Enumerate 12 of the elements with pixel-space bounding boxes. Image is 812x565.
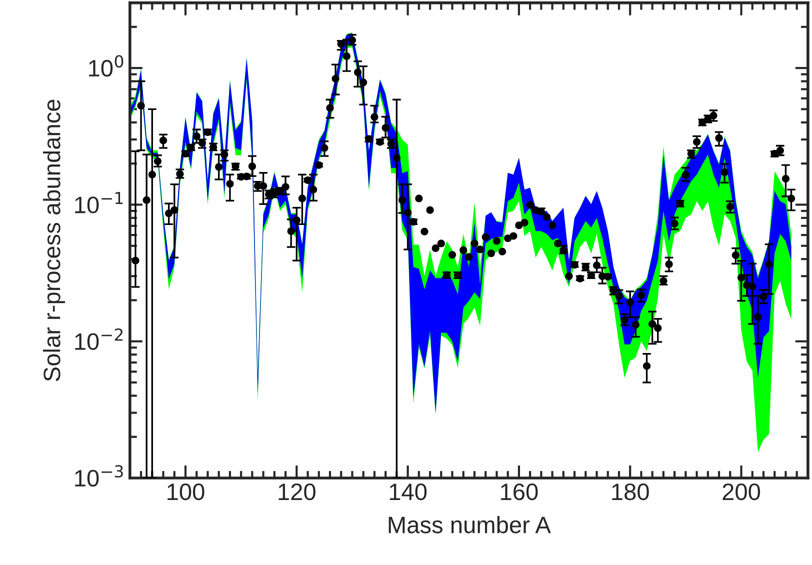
x-tick-label: 140 — [390, 483, 427, 500]
y-tick-label: 10$^{−2}$ — [75, 328, 123, 350]
x-axis-title: Mass number A — [388, 516, 551, 534]
y-tick-label: 10$^{−1}$ — [75, 192, 123, 214]
x-tick-label: 160 — [501, 483, 538, 500]
x-tick-label: 100 — [168, 483, 204, 500]
x-tick-label: 120 — [278, 483, 316, 500]
y-tick-label: 10$^{0}$ — [89, 55, 124, 77]
x-tick-label: 200 — [722, 483, 760, 500]
x-tick-label: 180 — [612, 483, 649, 500]
y-tick-label: 10$^{−3}$ — [75, 465, 123, 487]
y-axis-title: Solar r-process abundance — [43, 100, 66, 382]
